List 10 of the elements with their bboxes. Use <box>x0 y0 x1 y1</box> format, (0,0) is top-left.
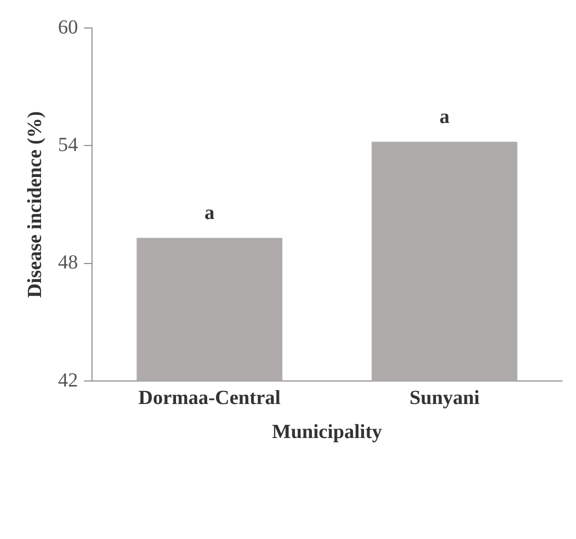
y-tick-label: 60 <box>58 16 78 38</box>
x-tick-label: Dormaa-Central <box>138 387 282 410</box>
y-tick-label: 48 <box>58 252 78 274</box>
x-axis-title: Municipality <box>272 421 382 444</box>
y-tick-label: 42 <box>58 369 78 392</box>
annotation: a <box>440 106 450 128</box>
y-tick-label: 54 <box>58 134 78 156</box>
x-tick-label: Sunyani <box>409 387 480 410</box>
annotation: a <box>204 202 214 224</box>
y-axis-title: Disease incidence (%) <box>24 111 46 298</box>
